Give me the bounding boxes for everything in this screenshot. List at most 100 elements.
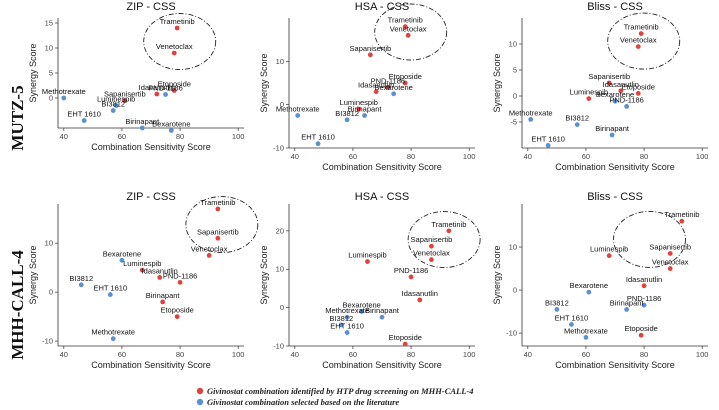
point-sapanisertib	[429, 243, 434, 249]
point-methotrexate	[110, 336, 116, 342]
panel-title: ZIP - CSS	[126, 191, 175, 203]
point-methotrexate	[295, 113, 301, 118]
point-label-methotrexate: Methotrexate	[325, 306, 369, 315]
x-tick-label: 40	[291, 350, 299, 359]
point-bexarotene	[168, 128, 174, 133]
point-label-venetoclax: Venetoclax	[191, 244, 228, 253]
highlight-ellipse	[607, 12, 681, 70]
point-bi3812	[110, 108, 116, 113]
point-idasanutlin	[618, 88, 624, 94]
point-venetoclax	[405, 32, 411, 38]
y-axis-title: Synergy Score	[28, 245, 38, 304]
point-label-eht-1610: EHT 1610	[531, 134, 565, 143]
point-label-pnd-1186: PND-1186	[148, 84, 182, 93]
point-label-pnd-1186: PND-1186	[394, 266, 428, 275]
point-pnd-1186	[408, 274, 414, 280]
point-methotrexate	[61, 95, 67, 101]
row-label-mutz5: MUTZ-5	[8, 85, 27, 150]
point-bi3812	[574, 122, 580, 127]
point-eht-1610	[569, 322, 574, 327]
panel-1: ZIP - CSS 40 60 80 100 0 5 10 15 Combination Sens…	[28, 1, 244, 152]
point-trametinib	[679, 218, 685, 224]
point-label-methotrexate: Methotrexate	[91, 328, 135, 337]
point-label-eht-1610: EHT 1610	[301, 133, 335, 142]
x-tick-label: 100	[232, 132, 245, 141]
x-tick-label: 80	[640, 152, 648, 161]
point-label-venetoclax: Venetoclax	[390, 24, 427, 33]
point-venetoclax	[635, 44, 641, 49]
y-tick-label: 10	[509, 243, 517, 252]
point-label-idasanutlin: Idasanutlin	[603, 80, 639, 89]
x-tick-label: 80	[640, 350, 648, 359]
point-etoposide	[638, 332, 644, 338]
point-sapanisertib	[215, 235, 221, 241]
y-tick-label: -10	[273, 144, 284, 153]
point-birinapant	[160, 299, 166, 305]
point-label-sapanisertib: Sapanisertib	[197, 227, 239, 236]
point-label-birinapant: Birinapant	[125, 117, 160, 126]
point-trametinib	[215, 206, 221, 212]
point-label-luminespib: Luminespib	[97, 95, 135, 104]
legend-label-identified: Givinostat combination identified by HTP…	[207, 386, 474, 396]
row-label-mhh-call4: MHH-CALL-4	[8, 250, 27, 360]
point-idasanutlin	[154, 91, 160, 97]
y-tick-label: 10	[45, 239, 53, 248]
point-label-sapanisertib: Sapanisertib	[411, 235, 453, 244]
point-label-eht-1610: EHT 1610	[93, 284, 127, 293]
y-tick-label: -10	[506, 329, 517, 338]
y-tick-label: 10	[45, 44, 53, 53]
y-tick-label: 10	[509, 40, 517, 49]
panel-title: HSA - CSS	[355, 191, 409, 203]
point-birinapant	[139, 125, 145, 131]
highlight-ellipse	[613, 210, 686, 268]
point-sapanisertib	[667, 251, 673, 256]
x-tick-label: 40	[60, 132, 68, 141]
legend: Givinostat combination identified by HTP…	[196, 386, 474, 407]
highlight-ellipse	[407, 211, 481, 268]
point-label-birinapant: Birinapant	[348, 105, 383, 114]
point-label-venetoclax: Venetoclax	[156, 42, 193, 51]
point-venetoclax	[429, 257, 434, 263]
point-bexarotene	[359, 309, 365, 314]
x-tick-label: 40	[60, 350, 68, 359]
point-label-bi3812: BI3812	[101, 100, 125, 109]
legend-label-literature: Givinostat combination selected based on…	[207, 397, 399, 407]
point-etoposide	[174, 314, 180, 320]
panel-title: Bliss - CSS	[587, 1, 643, 13]
x-axis-title: Combination Sensitivity Score	[322, 360, 442, 370]
point-label-trametinib: Trametinib	[624, 23, 659, 32]
point-label-trametinib: Trametinib	[160, 17, 195, 26]
y-axis-title: Synergy Score	[259, 53, 269, 112]
point-etoposide	[635, 91, 641, 96]
point-trametinib	[446, 228, 452, 234]
point-label-bi3812: BI3812	[329, 314, 353, 323]
point-label-methotrexate: Methotrexate	[509, 108, 553, 117]
panel-4: ZIP - CSS 40 60 80 100 -10 0 10 Combination Sens…	[28, 191, 259, 370]
point-sapanisertib	[606, 80, 612, 86]
point-luminespib	[113, 103, 119, 108]
point-idasanutlin	[641, 283, 647, 289]
point-venetoclax	[206, 253, 212, 258]
point-label-pnd-1186: PND-1186	[163, 271, 197, 280]
point-birinapant	[362, 113, 367, 118]
x-axis-title: Combination Sensitivity Score	[555, 360, 675, 370]
point-label-birinapant: Birinapant	[610, 298, 645, 307]
x-tick-label: 40	[291, 152, 299, 161]
legend-marker-literature	[196, 398, 204, 406]
point-label-luminespib: Luminespib	[340, 98, 378, 107]
y-axis-title: Synergy Score	[492, 53, 502, 112]
point-birinapant	[379, 314, 385, 320]
point-label-trametinib: Trametinib	[388, 16, 423, 25]
point-idasanutlin	[157, 275, 163, 280]
point-label-eht-1610: EHT 1610	[555, 313, 589, 322]
point-pnd-1186	[624, 104, 630, 109]
point-bi3812	[78, 282, 84, 288]
point-label-venetoclax: Venetoclax	[413, 249, 450, 258]
point-label-luminespib: Luminespib	[590, 245, 628, 254]
x-tick-label: 100	[696, 350, 709, 359]
point-label-luminespib: Luminespib	[348, 251, 386, 260]
point-pnd-1186	[385, 84, 391, 90]
point-label-idasanutlin: Idasanutlin	[402, 289, 438, 298]
